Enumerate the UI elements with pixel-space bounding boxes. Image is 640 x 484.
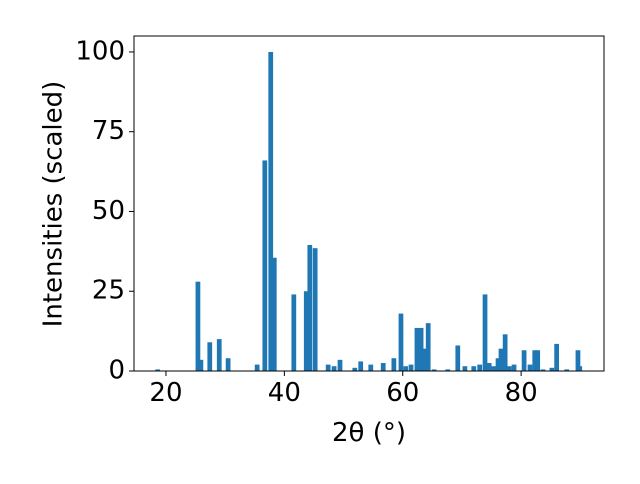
bar: [445, 369, 451, 371]
bar: [462, 366, 468, 371]
y-axis-label: Intensities (scaled): [39, 81, 69, 328]
bar: [564, 369, 570, 371]
bar: [225, 358, 231, 371]
bar: [358, 361, 364, 371]
y-tick-label: 25: [92, 276, 125, 306]
bar: [532, 350, 538, 371]
bar: [325, 364, 331, 371]
bar: [307, 244, 313, 371]
bar: [262, 160, 268, 371]
bar: [291, 294, 297, 371]
bar: [337, 359, 343, 371]
y-tick-label: 75: [92, 116, 125, 146]
bar: [216, 339, 222, 371]
y-tick-label: 100: [75, 36, 125, 66]
bar: [477, 364, 483, 371]
bar: [414, 327, 420, 371]
bar: [403, 366, 409, 371]
bar: [527, 364, 533, 371]
bar: [535, 350, 541, 371]
bar: [254, 364, 260, 371]
bar: [549, 367, 555, 371]
bar: [495, 358, 501, 371]
bar: [198, 359, 204, 371]
bar: [271, 257, 277, 371]
bar: [418, 327, 424, 371]
bar: [577, 366, 583, 371]
bar: [506, 366, 512, 371]
bar: [431, 369, 437, 371]
x-tick-label: 40: [268, 378, 301, 408]
bar: [575, 350, 581, 371]
bar: [408, 364, 414, 371]
bar: [391, 358, 397, 371]
bar: [554, 343, 560, 371]
bar: [498, 348, 504, 371]
bar: [502, 334, 508, 371]
x-tick-label: 80: [505, 378, 538, 408]
bar: [521, 350, 527, 371]
bar: [398, 313, 404, 371]
bar: [312, 248, 318, 371]
bar: [380, 363, 386, 371]
bar: [195, 281, 201, 371]
bar: [207, 342, 213, 371]
bar: [491, 366, 497, 371]
bar: [540, 369, 546, 371]
bar: [155, 369, 161, 371]
y-tick-label: 50: [92, 196, 125, 226]
x-tick-label: 60: [386, 378, 419, 408]
bar: [352, 367, 358, 371]
bar: [303, 291, 309, 371]
bar: [455, 345, 461, 371]
bar: [268, 51, 274, 371]
bar: [421, 348, 427, 371]
x-axis-label: 2θ (°): [332, 418, 406, 448]
bar: [486, 363, 492, 371]
bar: [482, 294, 488, 371]
bar: [368, 364, 374, 371]
plot-frame: [133, 35, 605, 372]
bar: [331, 366, 337, 371]
x-tick-label: 20: [149, 378, 182, 408]
y-tick-label: 0: [108, 356, 125, 386]
bar: [511, 364, 517, 371]
bar: [471, 366, 477, 371]
bar: [425, 323, 431, 371]
